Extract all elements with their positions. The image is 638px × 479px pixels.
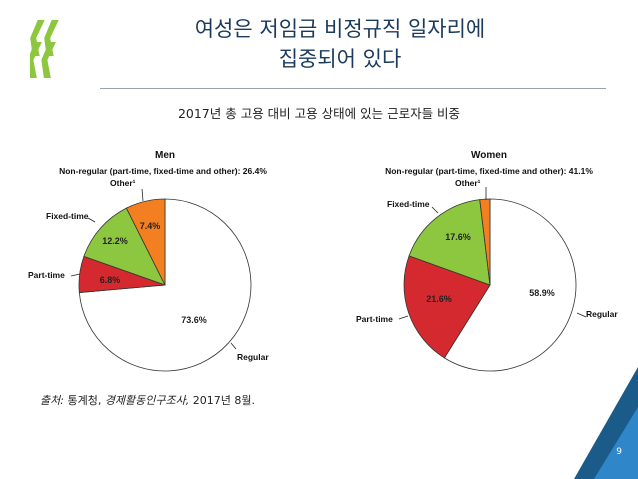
- women-slice-other: [479, 198, 491, 286]
- source-survey: 경제활동인구조사,: [104, 394, 190, 407]
- source-org: 통계청,: [67, 394, 102, 407]
- men-value-label-part-time: 6.8%: [100, 275, 121, 285]
- chart-women: Women Non-regular (part-time, fixed-time…: [356, 150, 618, 372]
- women-category-regular: Regular: [586, 309, 618, 319]
- women-category-other: Other¹: [455, 178, 481, 188]
- women-value-label-part-time: 21.6%: [426, 294, 452, 304]
- men-category-part-time: Part-time: [28, 270, 65, 280]
- women-slice-part-time: [403, 255, 491, 359]
- men-value-label-regular: 73.6%: [181, 315, 207, 325]
- men-leader-regular: [230, 342, 237, 350]
- source-prefix: 출처:: [40, 394, 64, 407]
- men-slice-fixed-time: [83, 207, 166, 286]
- chart-men: Men Non-regular (part-time, fixed-time a…: [28, 150, 269, 372]
- men-leader-fixed-time: [87, 217, 96, 223]
- men-slice-other: [125, 198, 166, 286]
- title-line-2: 집중되어 있다: [278, 47, 402, 71]
- men-leader-other: [141, 188, 144, 202]
- men-category-regular: Regular: [237, 352, 269, 362]
- women-leader-part-time: [398, 315, 409, 320]
- title-line-1: 여성은 저임금 비정규직 일자리에: [194, 17, 486, 41]
- chart-men-note: Non-regular (part-time, fixed-time and o…: [59, 166, 267, 176]
- women-value-label-regular: 58.9%: [529, 288, 555, 298]
- oecd-logo-icon: [30, 20, 59, 78]
- men-leader-part-time: [70, 273, 81, 277]
- men-category-other: Other¹: [110, 178, 136, 188]
- corner-triangle-light: [594, 407, 638, 479]
- women-slice-regular: [443, 198, 577, 372]
- corner-decoration: [574, 367, 638, 479]
- source-note: 출처: 통계청, 경제활동인구조사, 2017년 8월.: [40, 392, 255, 408]
- chart-women-note: Non-regular (part-time, fixed-time and o…: [385, 166, 593, 176]
- chart-women-title: Women: [471, 150, 507, 161]
- page-title: 여성은 저임금 비정규직 일자리에 집중되어 있다: [100, 14, 580, 74]
- chart-men-title: Men: [155, 150, 175, 161]
- women-leader-regular: [576, 312, 587, 318]
- source-date: 2017년 8월.: [192, 394, 256, 407]
- chart-subtitle: 2017년 총 고용 대비 고용 상태에 있는 근로자들 비중: [177, 106, 461, 121]
- title-divider: [100, 88, 606, 89]
- women-leader-fixed-time: [431, 206, 439, 214]
- page-number: 9: [616, 447, 622, 457]
- men-category-fixed-time: Fixed-time: [46, 211, 89, 221]
- women-slice-fixed-time: [408, 199, 491, 286]
- men-value-label-other: 7.4%: [140, 221, 161, 231]
- women-value-label-fixed-time: 17.6%: [445, 232, 471, 242]
- women-category-fixed-time: Fixed-time: [387, 199, 430, 209]
- women-category-part-time: Part-time: [356, 314, 393, 324]
- men-value-label-fixed-time: 12.2%: [102, 236, 128, 246]
